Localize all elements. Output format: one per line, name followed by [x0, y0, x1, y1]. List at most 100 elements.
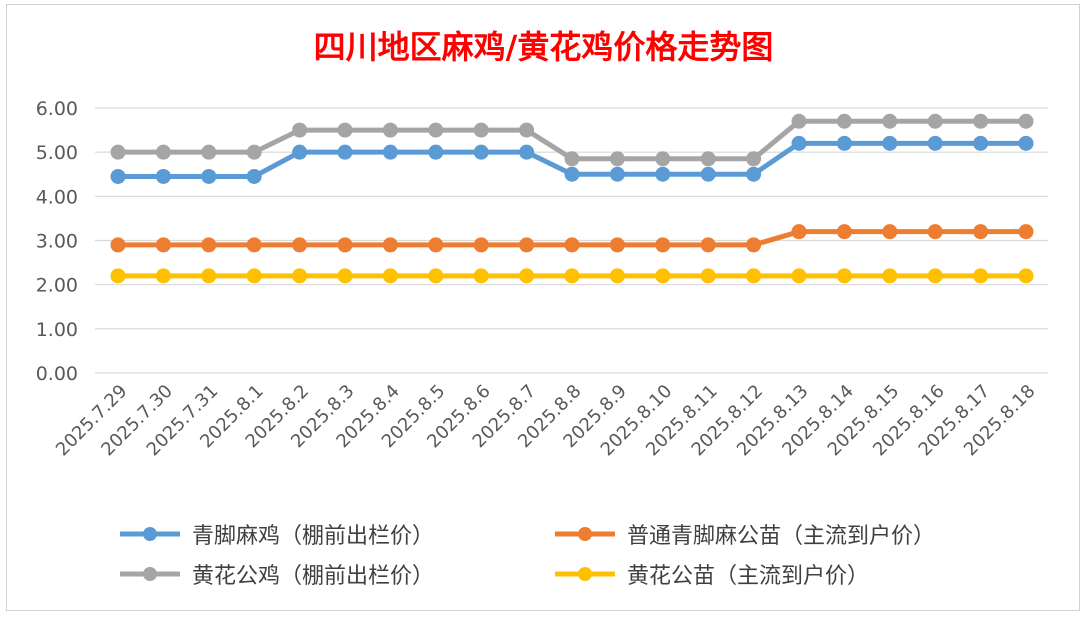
- series-3: [110, 268, 1034, 284]
- data-point: [201, 144, 217, 160]
- data-point: [382, 144, 398, 160]
- chart-title: 四川地区麻鸡/黄花鸡价格走势图: [313, 28, 774, 66]
- data-point: [155, 237, 171, 253]
- data-point: [337, 237, 353, 253]
- data-point: [836, 224, 852, 240]
- legend-item-series-0: 青脚麻鸡（棚前出栏价）: [118, 518, 434, 550]
- data-point: [564, 166, 580, 182]
- legend-marker-series-1: [555, 527, 615, 541]
- data-point: [382, 268, 398, 284]
- data-point: [609, 166, 625, 182]
- data-point: [564, 237, 580, 253]
- data-point: [201, 168, 217, 184]
- data-point: [791, 135, 807, 151]
- data-point: [246, 237, 262, 253]
- data-point: [292, 122, 308, 138]
- data-point: [927, 135, 943, 151]
- data-point: [973, 135, 989, 151]
- data-point: [564, 268, 580, 284]
- data-point: [292, 144, 308, 160]
- data-point: [791, 224, 807, 240]
- data-point: [110, 237, 126, 253]
- y-tick-label: 6.00: [36, 98, 78, 120]
- y-tick-label: 1.00: [36, 319, 78, 341]
- data-point: [882, 113, 898, 129]
- data-point: [746, 166, 762, 182]
- data-point: [428, 122, 444, 138]
- data-point: [110, 168, 126, 184]
- legend-marker-series-3: [555, 567, 615, 581]
- data-point: [428, 237, 444, 253]
- legend-item-series-3: 黄花公苗（主流到户价）: [553, 558, 869, 590]
- data-point: [746, 237, 762, 253]
- data-point: [473, 268, 489, 284]
- data-point: [292, 237, 308, 253]
- data-point: [609, 237, 625, 253]
- data-point: [519, 268, 535, 284]
- legend-item-series-2: 黄花公鸡（棚前出栏价）: [118, 558, 434, 590]
- data-point: [882, 135, 898, 151]
- chart-frame: [6, 4, 1080, 611]
- data-point: [428, 268, 444, 284]
- data-point: [927, 224, 943, 240]
- data-point: [155, 144, 171, 160]
- data-point: [110, 144, 126, 160]
- data-point: [1018, 135, 1034, 151]
- data-point: [791, 113, 807, 129]
- data-point: [473, 144, 489, 160]
- data-point: [564, 151, 580, 167]
- data-point: [655, 151, 671, 167]
- legend-label-series-3: 黄花公苗（主流到户价）: [627, 564, 870, 589]
- data-point: [973, 113, 989, 129]
- data-point: [927, 268, 943, 284]
- data-point: [246, 168, 262, 184]
- data-point: [292, 268, 308, 284]
- data-point: [700, 151, 716, 167]
- data-point: [382, 122, 398, 138]
- data-point: [382, 237, 398, 253]
- legend-label-series-0: 青脚麻鸡（棚前出栏价）: [192, 524, 435, 549]
- legend-marker-series-2: [120, 567, 180, 581]
- data-point: [246, 268, 262, 284]
- data-point: [155, 268, 171, 284]
- data-point: [519, 237, 535, 253]
- legend-label-series-2: 黄花公鸡（棚前出栏价）: [192, 564, 435, 589]
- data-point: [791, 268, 807, 284]
- data-point: [700, 237, 716, 253]
- series-0: [110, 135, 1034, 184]
- data-point: [836, 135, 852, 151]
- data-point: [337, 144, 353, 160]
- legend-label-series-1: 普通青脚麻公苗（主流到户价）: [627, 524, 936, 549]
- data-point: [428, 144, 444, 160]
- y-tick-label: 0.00: [36, 363, 78, 385]
- data-point: [201, 237, 217, 253]
- data-point: [246, 144, 262, 160]
- series-2: [110, 113, 1034, 167]
- data-point: [746, 268, 762, 284]
- data-point: [519, 122, 535, 138]
- data-point: [1018, 224, 1034, 240]
- data-point: [1018, 268, 1034, 284]
- data-point: [609, 268, 625, 284]
- data-point: [655, 166, 671, 182]
- data-point: [609, 151, 625, 167]
- y-tick-label: 5.00: [36, 142, 78, 164]
- data-point: [473, 237, 489, 253]
- series-1: [110, 224, 1034, 253]
- legend-marker-series-0: [120, 527, 180, 541]
- data-point: [700, 166, 716, 182]
- data-point: [973, 224, 989, 240]
- data-point: [655, 268, 671, 284]
- data-point: [927, 113, 943, 129]
- data-point: [519, 144, 535, 160]
- data-point: [337, 268, 353, 284]
- data-point: [337, 122, 353, 138]
- legend-item-series-1: 普通青脚麻公苗（主流到户价）: [553, 518, 935, 550]
- data-point: [155, 168, 171, 184]
- y-tick-label: 2.00: [36, 275, 78, 297]
- data-point: [882, 224, 898, 240]
- data-point: [1018, 113, 1034, 129]
- data-point: [746, 151, 762, 167]
- data-point: [201, 268, 217, 284]
